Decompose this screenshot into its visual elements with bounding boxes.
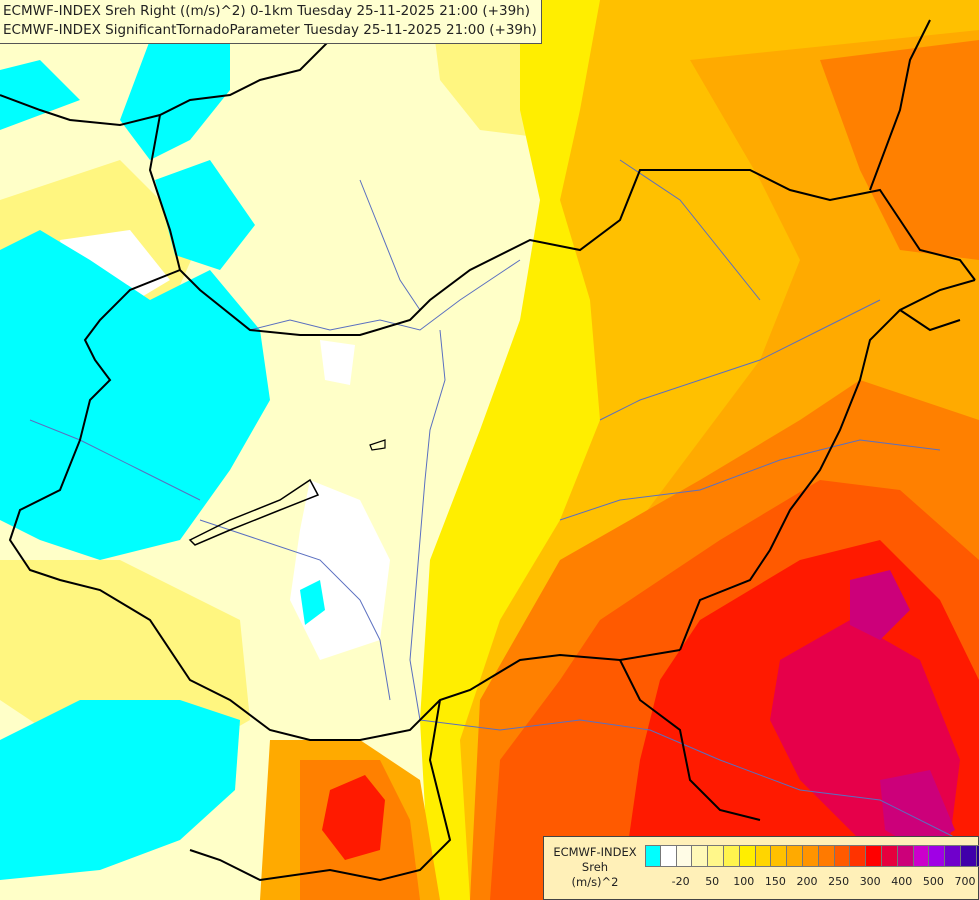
legend-swatch	[834, 845, 851, 867]
legend-swatch	[818, 845, 835, 867]
field-cyan-northcentral	[155, 160, 255, 270]
legend-swatch	[866, 845, 882, 867]
legend-swatch	[850, 845, 867, 867]
legend-tick-label: 250	[828, 875, 850, 888]
field-white-north	[320, 340, 355, 385]
field-cyan-north	[120, 30, 230, 160]
legend-swatch	[739, 845, 756, 867]
legend-swatch	[802, 845, 819, 867]
legend-swatch	[755, 845, 772, 867]
field-cyan-northwest	[0, 60, 80, 130]
field-magenta	[850, 570, 910, 640]
legend-tick-label: 500	[922, 875, 944, 888]
field-dark-orange-east	[820, 40, 979, 260]
legend-swatch	[723, 845, 740, 867]
legend-swatch	[708, 845, 724, 867]
legend-swatch	[976, 845, 979, 867]
legend-swatch	[676, 845, 693, 867]
legend-tick-label: 700	[954, 875, 976, 888]
map-title-box: ECMWF-INDEX Sreh Right ((m/s)^2) 0-1km T…	[0, 0, 542, 44]
legend-swatch	[787, 845, 803, 867]
legend-swatch	[929, 845, 946, 867]
legend-tick-label: 200	[796, 875, 818, 888]
legend-swatch	[660, 845, 677, 867]
legend-swatch	[897, 845, 914, 867]
map-title-line-2: ECMWF-INDEX SignificantTornadoParameter …	[3, 22, 537, 38]
field-red-south	[322, 775, 385, 860]
field-cyan-west	[0, 230, 270, 560]
lake-small	[369, 439, 386, 451]
lake	[188, 478, 320, 546]
legend-swatch	[913, 845, 930, 867]
legend-color-bar	[645, 845, 979, 867]
rivers	[29, 159, 961, 841]
field-magenta-south	[880, 770, 955, 850]
field-cyan-south	[0, 700, 240, 880]
legend-title: ECMWF-INDEX Sreh (m/s)^2	[546, 845, 644, 890]
country-borders	[0, 0, 976, 882]
legend-tick-label: 100	[733, 875, 755, 888]
legend-tick-label: -20	[671, 875, 690, 888]
legend-swatch	[771, 845, 788, 867]
legend-swatch	[645, 845, 661, 867]
map-title-line-1: ECMWF-INDEX Sreh Right ((m/s)^2) 0-1km T…	[3, 3, 530, 19]
legend-swatch	[881, 845, 898, 867]
legend-title-param: Sreh	[581, 860, 609, 874]
legend-tick-label: 400	[891, 875, 913, 888]
legend-tick-label: 150	[764, 875, 786, 888]
legend-tick-label: 50	[705, 875, 720, 888]
legend-swatch	[960, 845, 977, 867]
legend-swatch	[692, 845, 709, 867]
color-legend: ECMWF-INDEX Sreh (m/s)^2 -20 50 100 150 200 2…	[543, 836, 979, 900]
legend-swatch	[945, 845, 961, 867]
legend-title-model: ECMWF-INDEX	[553, 845, 637, 859]
legend-title-unit: (m/s)^2	[571, 875, 619, 889]
legend-tick-label: 300	[859, 875, 881, 888]
field-cyan-small	[300, 580, 325, 625]
